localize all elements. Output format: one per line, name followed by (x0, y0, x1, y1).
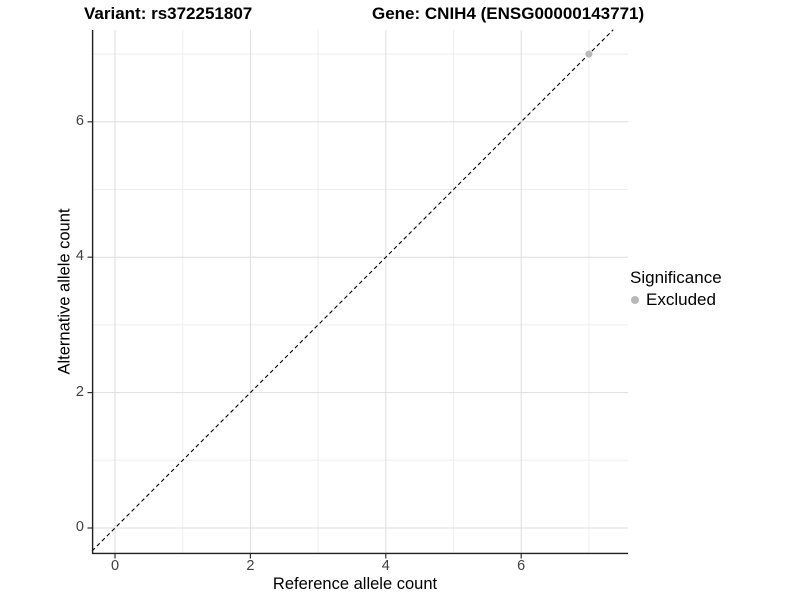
y-tick-label: 2 (75, 383, 84, 400)
legend-title: Significance (630, 268, 722, 287)
x-tick-label: 4 (381, 558, 390, 574)
plot-title-variant: Variant: rs372251807 (84, 4, 253, 23)
y-tick-label: 0 (75, 519, 84, 535)
identity-line (91, 29, 614, 552)
x-tick-label: 6 (517, 558, 526, 574)
legend: Significance Excluded (630, 268, 722, 310)
legend-item-label: Excluded (646, 290, 716, 309)
x-tick-label: 2 (246, 558, 255, 574)
plot-title-gene: Gene: CNIH4 (ENSG00000143771) (372, 4, 645, 23)
data-point-excluded (585, 50, 593, 58)
x-tick-label: 0 (110, 558, 120, 574)
y-tick-label: 4 (75, 248, 84, 265)
plot-panel-canvas (87, 29, 628, 559)
plot-panel (87, 29, 628, 559)
legend-point-icon (631, 296, 639, 304)
x-axis-title: Reference allele count (272, 575, 438, 593)
y-tick-label: 6 (75, 112, 84, 129)
legend-item-excluded: Excluded (630, 290, 722, 310)
